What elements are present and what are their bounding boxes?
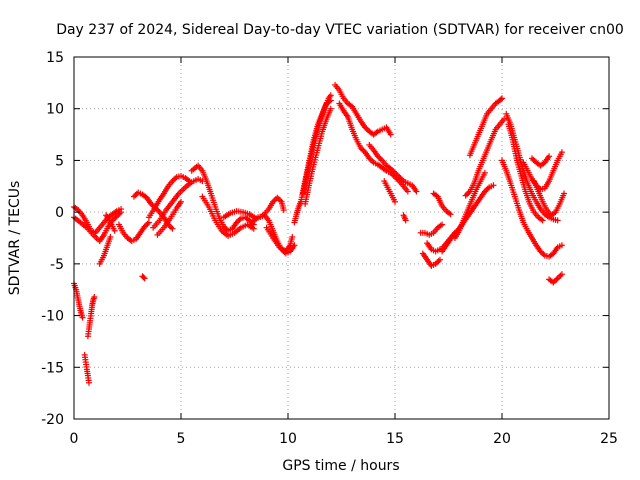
- data-point: [85, 379, 92, 386]
- data-point: [499, 95, 505, 102]
- y-tick-label: 15: [46, 50, 64, 66]
- data-point: [530, 156, 537, 163]
- y-axis-label: SDTVAR / TECUs: [7, 181, 23, 296]
- data-point: [558, 149, 565, 156]
- data-point: [490, 182, 497, 189]
- data-point: [436, 256, 443, 263]
- data-point: [168, 224, 175, 231]
- data-point: [551, 278, 558, 285]
- data-point: [481, 169, 488, 176]
- data-point: [327, 105, 334, 112]
- y-tick-label: 0: [55, 205, 64, 221]
- data-point: [497, 96, 504, 103]
- data-point: [289, 233, 296, 240]
- data-point: [170, 176, 177, 183]
- x-tick-label: 0: [70, 431, 79, 447]
- x-axis-ticks: 0 5 10 15 20 25: [70, 57, 618, 447]
- data-point: [394, 172, 401, 179]
- data-point: [558, 271, 565, 278]
- x-tick-label: 20: [493, 431, 511, 447]
- data-point: [393, 171, 400, 178]
- data-point: [327, 92, 334, 99]
- data-point: [561, 190, 568, 197]
- x-tick-label: 25: [600, 431, 618, 447]
- y-tick-label: 5: [55, 153, 64, 169]
- plot-frame: [73, 56, 610, 420]
- data-point: [250, 225, 257, 232]
- data-point: [280, 207, 287, 214]
- x-axis-label: GPS time / hours: [282, 458, 399, 474]
- y-axis-ticks: -20 -15 -10 -5 0 5 10 15: [41, 50, 609, 428]
- x-tick-label: 5: [177, 431, 186, 447]
- data-point: [501, 116, 508, 123]
- data-point: [539, 217, 546, 224]
- data-point: [377, 156, 384, 163]
- data-point: [130, 193, 137, 200]
- data-point: [140, 274, 147, 281]
- data-point: [554, 217, 561, 224]
- data-point: [390, 168, 397, 175]
- data-point: [404, 188, 411, 195]
- data-point: [91, 293, 98, 300]
- chart-title: Day 237 of 2024, Sidereal Day-to-day VTE…: [56, 22, 624, 38]
- data-point: [79, 314, 86, 321]
- data-point: [402, 217, 409, 224]
- x-tick-label: 10: [279, 431, 297, 447]
- data-point: [396, 173, 403, 180]
- data-point: [144, 220, 151, 227]
- data-point: [178, 198, 184, 205]
- y-tick-label: 10: [46, 102, 64, 118]
- data-point: [274, 194, 281, 201]
- data-point: [557, 272, 564, 279]
- data-point: [392, 198, 398, 205]
- data-point: [435, 258, 442, 265]
- data-point: [556, 273, 563, 280]
- y-tick-label: -10: [41, 309, 64, 325]
- data-point: [546, 153, 553, 160]
- data-point: [413, 188, 420, 195]
- data-point: [439, 221, 446, 228]
- data-point: [558, 242, 565, 249]
- data-point: [462, 192, 469, 199]
- data-point: [145, 219, 152, 226]
- data-point: [392, 169, 398, 176]
- data-point: [387, 131, 394, 138]
- data-point: [141, 275, 148, 282]
- data-point: [447, 211, 454, 218]
- data-point: [111, 227, 118, 234]
- y-tick-label: -15: [41, 360, 64, 376]
- y-tick-label: -5: [50, 257, 64, 273]
- data-point: [554, 275, 561, 282]
- grid-lines: [74, 57, 609, 419]
- data-points: [71, 81, 568, 386]
- x-tick-label: 15: [386, 431, 404, 447]
- data-point: [118, 209, 125, 216]
- data-point: [275, 196, 282, 203]
- data-point: [464, 191, 471, 198]
- data-point: [397, 175, 404, 182]
- y-tick-label: -20: [41, 412, 64, 428]
- data-point: [169, 225, 176, 232]
- data-point: [107, 233, 114, 240]
